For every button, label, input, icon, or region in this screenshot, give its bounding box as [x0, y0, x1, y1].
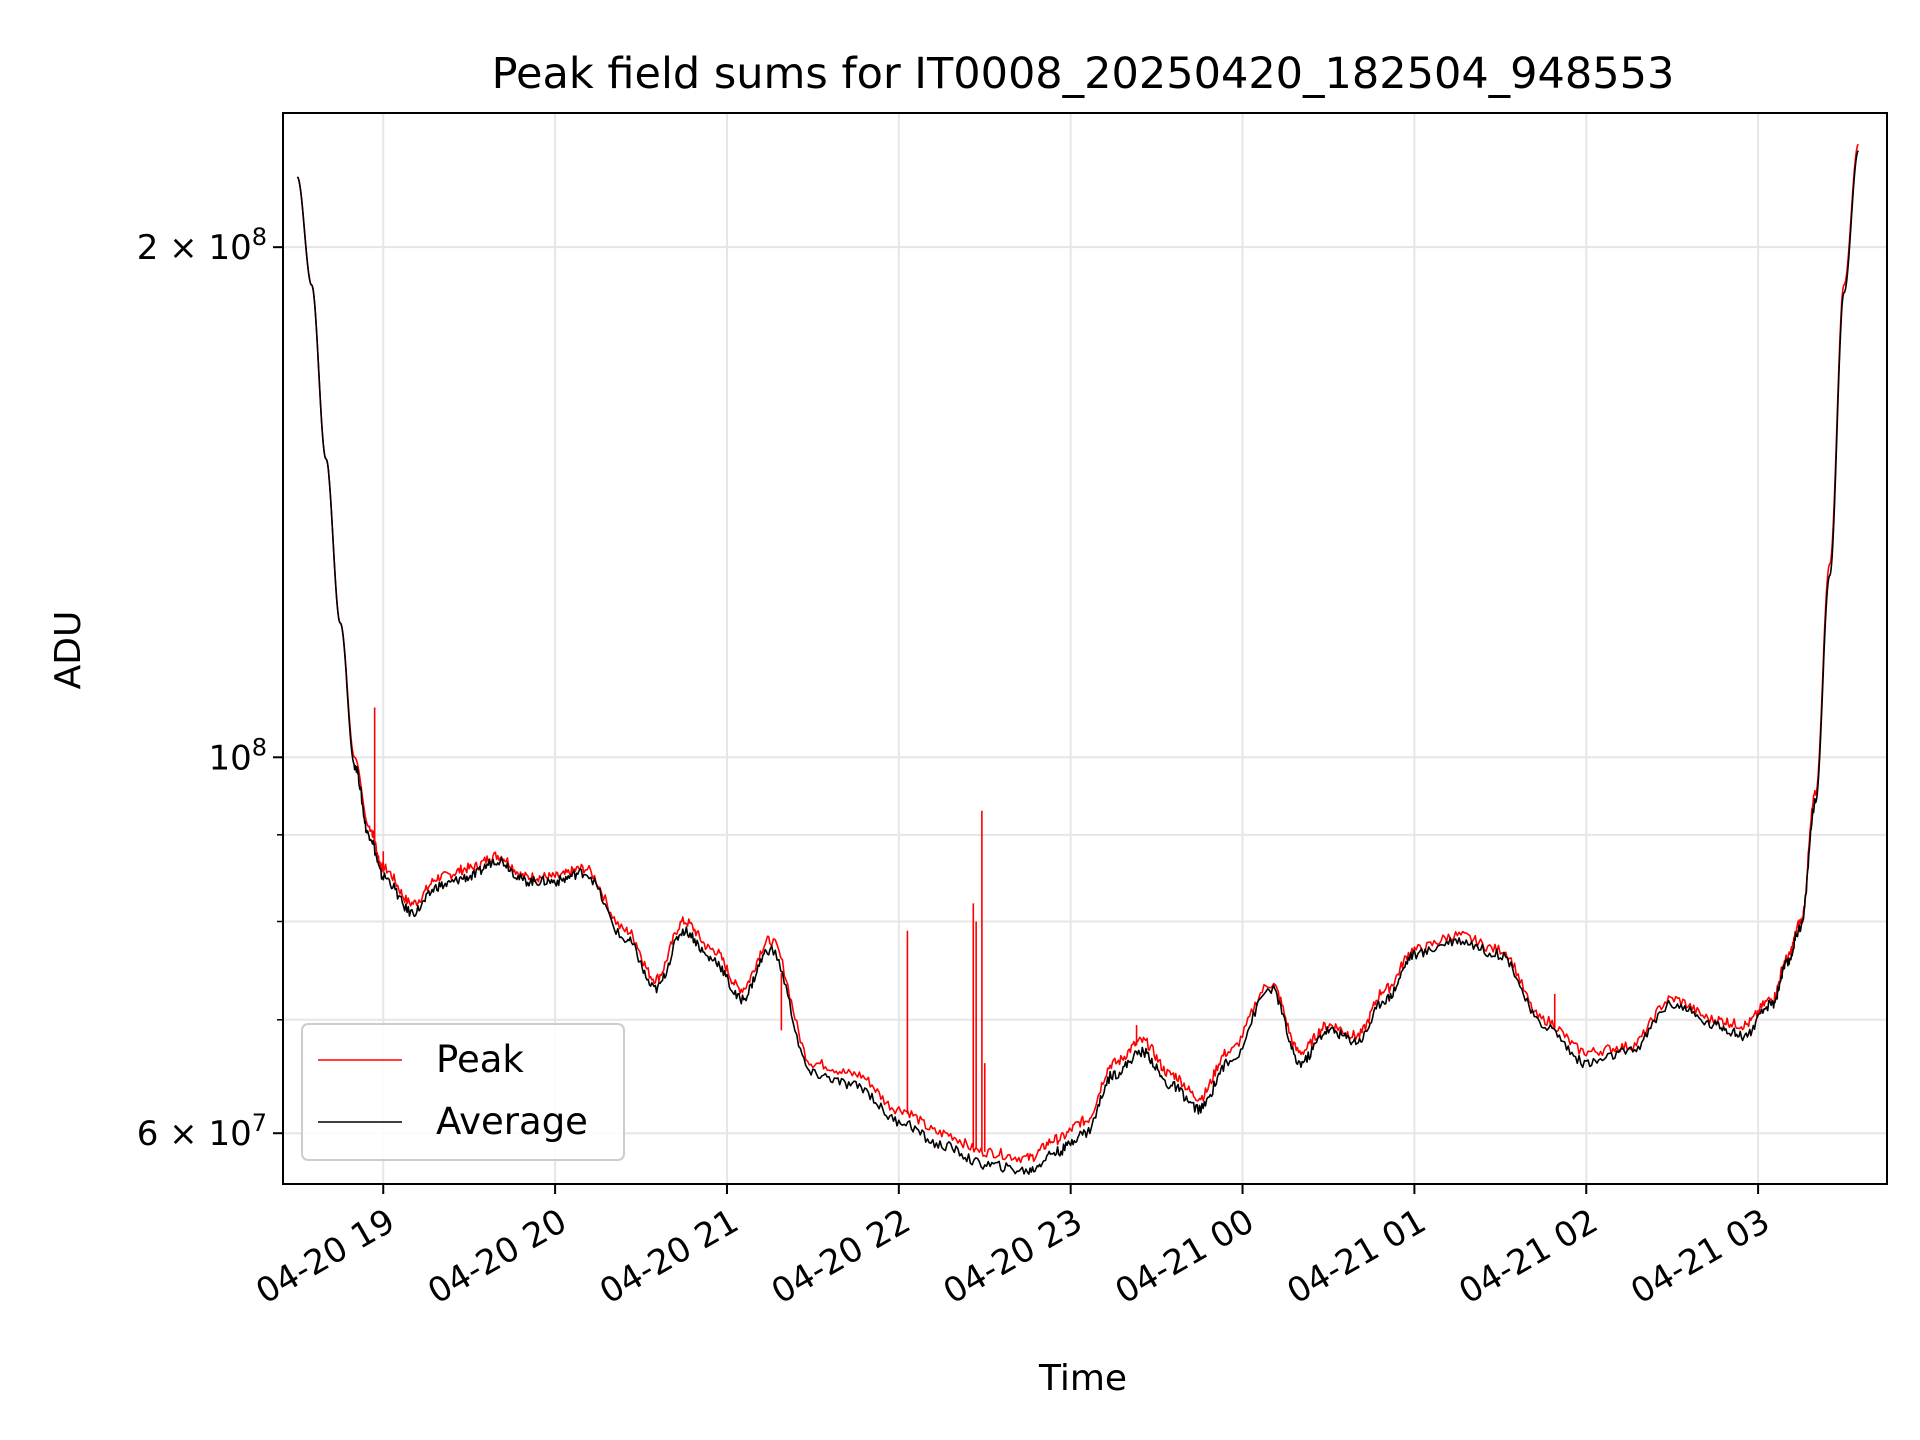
- plot-area: [296, 143, 1860, 1175]
- series-line-average: [296, 150, 1860, 1175]
- axes-frame: [282, 112, 1888, 1185]
- y-tick-label: 2 × 108: [137, 223, 267, 268]
- legend: Peak Average: [301, 1023, 625, 1161]
- legend-box: [301, 1023, 625, 1161]
- legend-label-peak: Peak: [436, 1038, 524, 1081]
- series-line-peak: [296, 143, 1859, 1164]
- legend-label-average: Average: [436, 1100, 588, 1143]
- y-tick-label: 6 × 107: [137, 1109, 267, 1154]
- y-axis: 2 × 108 108 6 × 107: [137, 223, 283, 1154]
- y-axis-label: ADU: [48, 611, 89, 690]
- x-axis-label: Time: [1038, 1358, 1127, 1399]
- y-tick-label: 108: [208, 733, 267, 778]
- chart-title: Peak field sums for IT0008_20250420_1825…: [492, 49, 1675, 99]
